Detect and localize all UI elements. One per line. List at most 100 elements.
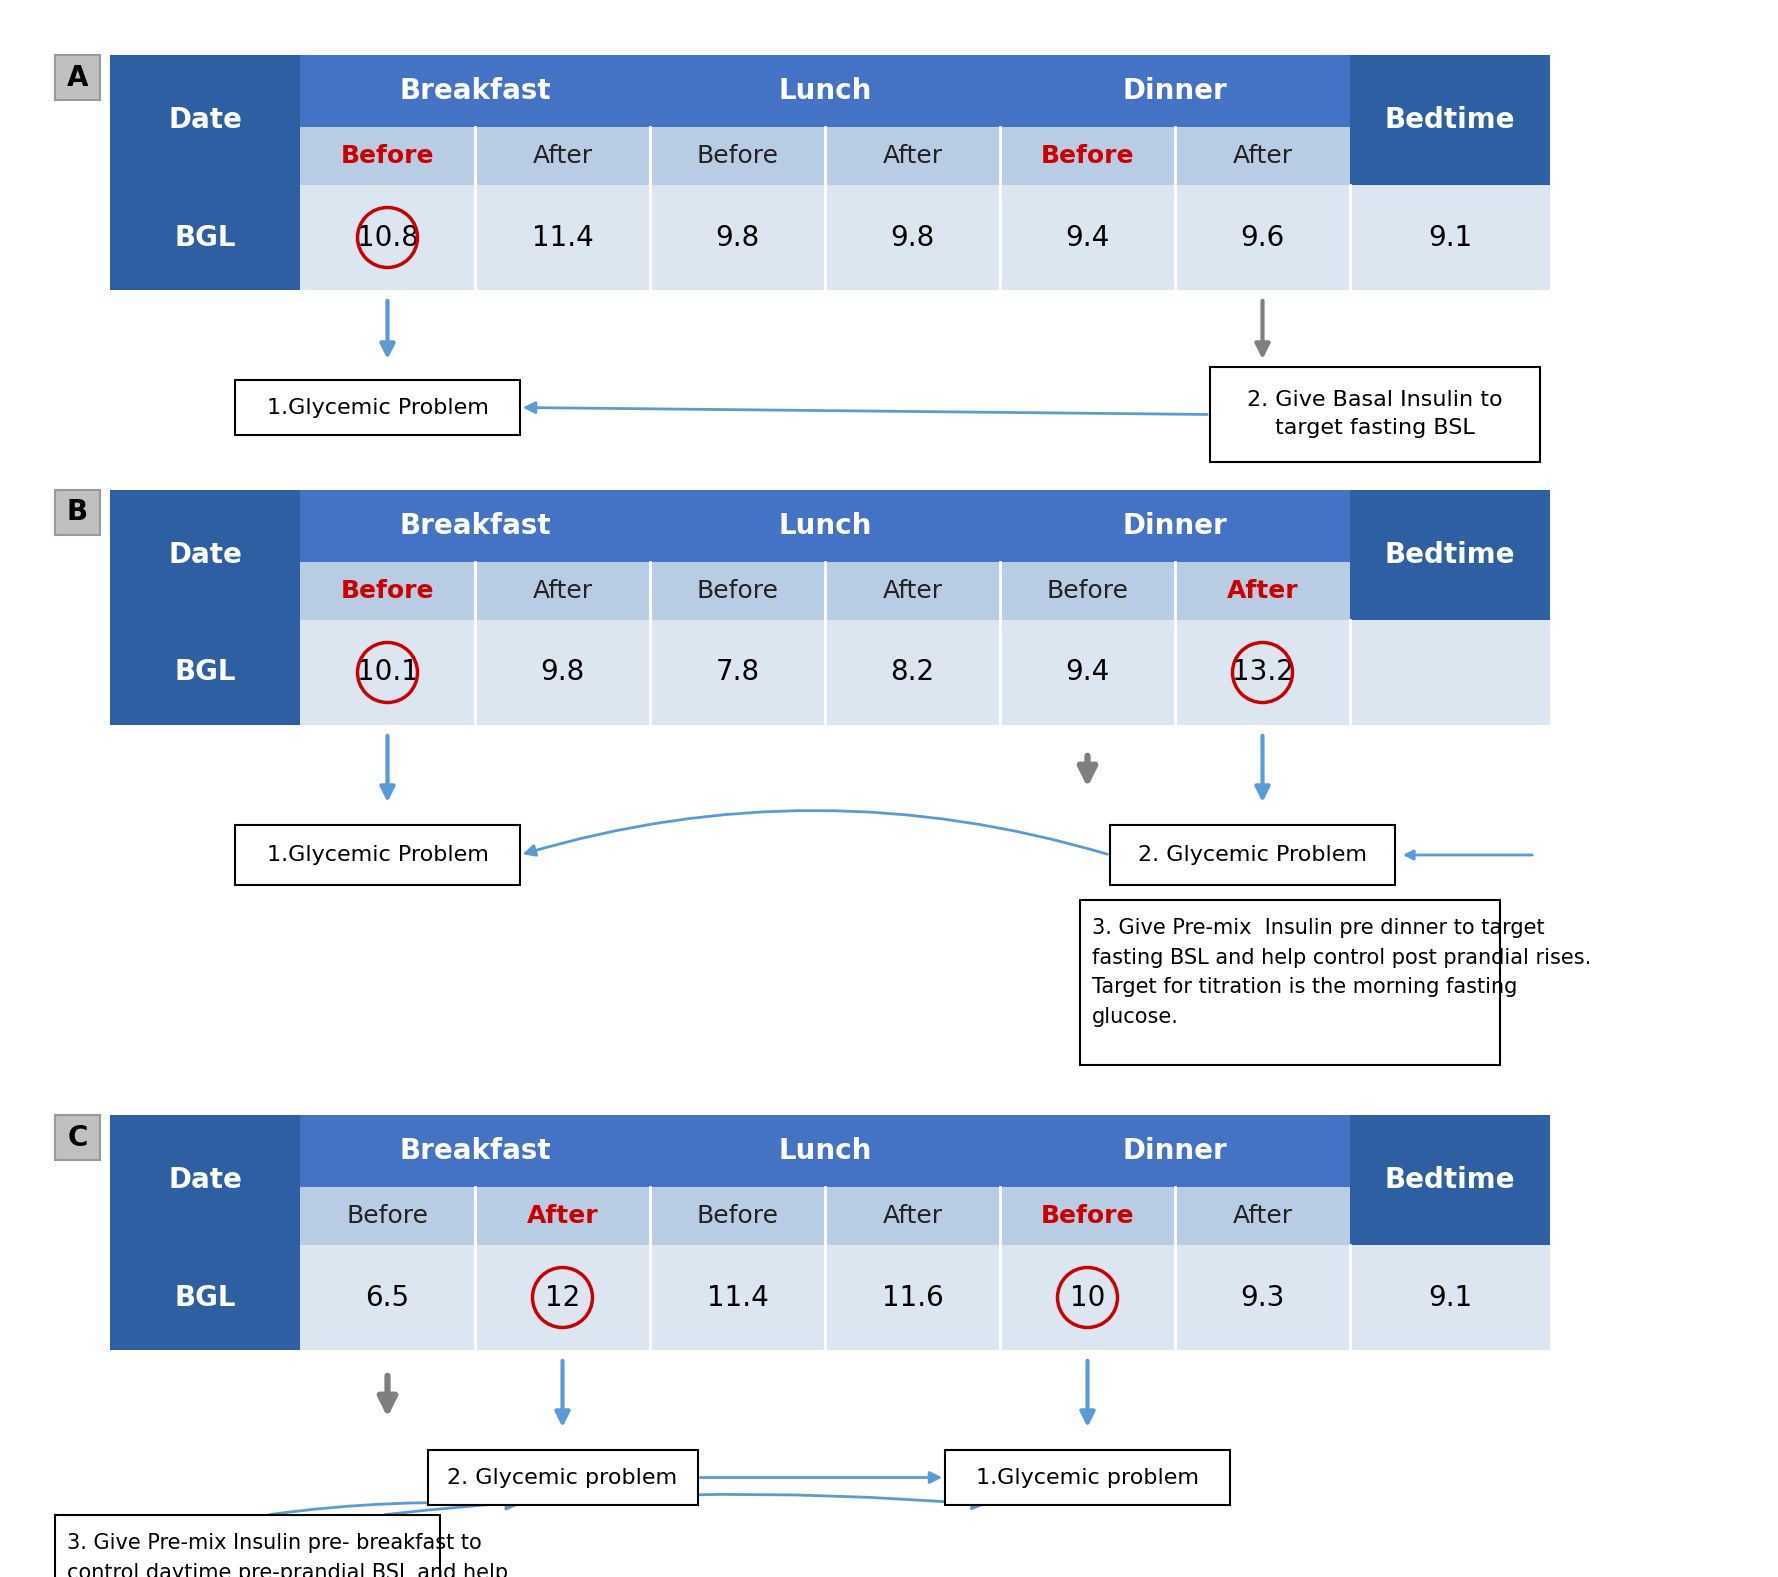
FancyBboxPatch shape — [300, 490, 651, 561]
FancyBboxPatch shape — [1175, 185, 1350, 290]
FancyBboxPatch shape — [825, 1244, 999, 1350]
FancyBboxPatch shape — [1211, 367, 1540, 462]
Text: 9.1: 9.1 — [1428, 1284, 1472, 1312]
Text: Lunch: Lunch — [779, 1137, 871, 1165]
FancyBboxPatch shape — [999, 128, 1175, 185]
Text: 11.4: 11.4 — [532, 224, 594, 251]
Text: 6.5: 6.5 — [366, 1284, 409, 1312]
Text: Breakfast: Breakfast — [400, 77, 551, 106]
Text: Before: Before — [697, 144, 779, 169]
Text: Before: Before — [1040, 1203, 1134, 1228]
FancyBboxPatch shape — [1175, 1187, 1350, 1244]
FancyBboxPatch shape — [825, 561, 999, 620]
FancyBboxPatch shape — [825, 1187, 999, 1244]
Text: 11.4: 11.4 — [706, 1284, 768, 1312]
Text: Breakfast: Breakfast — [400, 1137, 551, 1165]
Text: After: After — [882, 144, 942, 169]
FancyBboxPatch shape — [475, 620, 651, 725]
Text: 9.8: 9.8 — [715, 224, 759, 251]
FancyBboxPatch shape — [651, 185, 825, 290]
FancyBboxPatch shape — [300, 1187, 475, 1244]
FancyBboxPatch shape — [300, 1244, 475, 1350]
FancyBboxPatch shape — [1350, 55, 1550, 185]
FancyBboxPatch shape — [55, 1115, 100, 1161]
Text: Before: Before — [1040, 144, 1134, 169]
FancyBboxPatch shape — [1175, 620, 1350, 725]
Text: B: B — [68, 498, 89, 527]
FancyBboxPatch shape — [1175, 561, 1350, 620]
Text: After: After — [882, 579, 942, 602]
FancyBboxPatch shape — [999, 1244, 1175, 1350]
Text: 9.4: 9.4 — [1065, 659, 1109, 686]
Text: 8.2: 8.2 — [891, 659, 935, 686]
FancyBboxPatch shape — [651, 55, 999, 128]
Text: After: After — [1227, 579, 1298, 602]
Text: Bedtime: Bedtime — [1385, 541, 1515, 569]
Text: Dinner: Dinner — [1122, 1137, 1227, 1165]
FancyBboxPatch shape — [1175, 128, 1350, 185]
FancyBboxPatch shape — [300, 561, 475, 620]
FancyBboxPatch shape — [651, 490, 999, 561]
FancyBboxPatch shape — [110, 490, 300, 620]
Text: Lunch: Lunch — [779, 77, 871, 106]
FancyBboxPatch shape — [1350, 490, 1550, 620]
Text: After: After — [532, 144, 592, 169]
Text: 3. Give Pre-mix Insulin pre- breakfast to
control daytime pre-prandial BSL and h: 3. Give Pre-mix Insulin pre- breakfast t… — [68, 1533, 521, 1577]
FancyBboxPatch shape — [825, 128, 999, 185]
Text: Dinner: Dinner — [1122, 77, 1227, 106]
FancyBboxPatch shape — [235, 825, 519, 885]
Text: 10.8: 10.8 — [357, 224, 418, 251]
FancyBboxPatch shape — [110, 185, 300, 290]
FancyBboxPatch shape — [999, 490, 1350, 561]
FancyBboxPatch shape — [651, 561, 825, 620]
Text: 1.Glycemic Problem: 1.Glycemic Problem — [267, 397, 489, 418]
Text: Before: Before — [697, 1203, 779, 1228]
Text: After: After — [532, 579, 592, 602]
Text: 12: 12 — [544, 1284, 580, 1312]
FancyBboxPatch shape — [475, 561, 651, 620]
FancyBboxPatch shape — [110, 1115, 300, 1244]
FancyBboxPatch shape — [55, 1515, 439, 1577]
Text: 10.1: 10.1 — [357, 659, 418, 686]
Text: 2. Give Basal Insulin to
target fasting BSL: 2. Give Basal Insulin to target fasting … — [1246, 391, 1502, 438]
FancyBboxPatch shape — [475, 185, 651, 290]
Text: After: After — [1232, 144, 1293, 169]
FancyBboxPatch shape — [110, 620, 300, 725]
FancyBboxPatch shape — [999, 1187, 1175, 1244]
Text: After: After — [882, 1203, 942, 1228]
Text: 2. Glycemic problem: 2. Glycemic problem — [448, 1468, 677, 1487]
Text: 11.6: 11.6 — [882, 1284, 944, 1312]
FancyBboxPatch shape — [300, 1115, 651, 1187]
Text: 10: 10 — [1070, 1284, 1106, 1312]
Text: 9.1: 9.1 — [1428, 224, 1472, 251]
FancyBboxPatch shape — [1350, 1244, 1550, 1350]
FancyBboxPatch shape — [1350, 620, 1550, 725]
Text: Date: Date — [169, 106, 242, 134]
Text: 9.6: 9.6 — [1241, 224, 1285, 251]
Text: 2. Glycemic Problem: 2. Glycemic Problem — [1138, 845, 1367, 866]
FancyBboxPatch shape — [300, 620, 475, 725]
Text: 7.8: 7.8 — [715, 659, 759, 686]
FancyBboxPatch shape — [300, 128, 475, 185]
Text: A: A — [68, 63, 89, 91]
FancyBboxPatch shape — [651, 1244, 825, 1350]
Text: 3. Give Pre-mix  Insulin pre dinner to target
fasting BSL and help control post : 3. Give Pre-mix Insulin pre dinner to ta… — [1092, 918, 1591, 1027]
Text: Before: Before — [347, 1203, 428, 1228]
Text: 13.2: 13.2 — [1232, 659, 1293, 686]
Text: Lunch: Lunch — [779, 513, 871, 539]
Text: Dinner: Dinner — [1122, 513, 1227, 539]
Text: After: After — [1232, 1203, 1293, 1228]
FancyBboxPatch shape — [110, 55, 300, 185]
FancyBboxPatch shape — [1175, 1244, 1350, 1350]
FancyBboxPatch shape — [999, 620, 1175, 725]
FancyBboxPatch shape — [55, 490, 100, 535]
Text: BGL: BGL — [174, 1284, 236, 1312]
FancyBboxPatch shape — [651, 1115, 999, 1187]
FancyBboxPatch shape — [427, 1449, 697, 1504]
Text: 9.4: 9.4 — [1065, 224, 1109, 251]
Text: Before: Before — [1047, 579, 1129, 602]
FancyBboxPatch shape — [825, 620, 999, 725]
FancyBboxPatch shape — [475, 1244, 651, 1350]
Text: Before: Before — [341, 144, 434, 169]
FancyBboxPatch shape — [475, 128, 651, 185]
